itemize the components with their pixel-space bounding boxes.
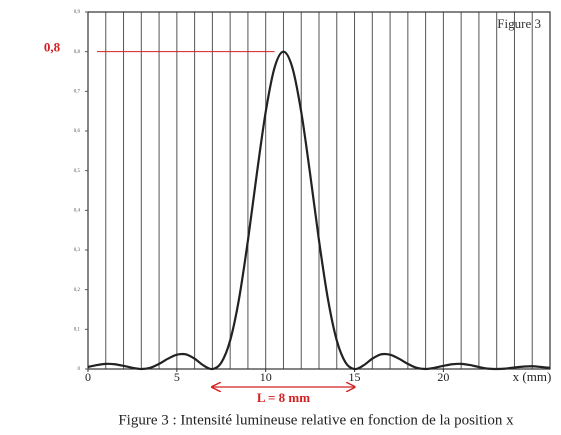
y-tick-label: 0,2	[74, 288, 81, 293]
y-tick-label: 0,5	[74, 169, 81, 174]
x-tick-label: 5	[174, 370, 180, 384]
x-tick-label: 10	[260, 370, 272, 384]
y-tick-label: 0,3	[74, 248, 81, 253]
y-tick-label: 0,4	[74, 208, 81, 213]
x-tick-label: 15	[349, 370, 361, 384]
y-tick-label: 0,1	[74, 327, 81, 332]
y-tick-label: 0,7	[74, 89, 81, 94]
caption: Figure 3 : Intensité lumineuse relative …	[118, 412, 514, 428]
annotation-label: 0,8	[44, 40, 61, 55]
y-tick-label: 0,9	[74, 10, 81, 15]
x-tick-label: 0	[85, 370, 91, 384]
x-axis-label: x (mm)	[513, 369, 552, 384]
intensity-curve	[87, 50, 551, 371]
plot-frame	[87, 11, 551, 370]
y-tick-label: 0,6	[74, 129, 81, 134]
y-tick-label: 0,8	[74, 50, 81, 55]
figure-label: Figure 3	[497, 16, 541, 31]
x-tick-label: 20	[437, 370, 449, 384]
annotation-label: L = 8 mm	[257, 390, 310, 405]
y-tick-label: 0	[78, 367, 81, 372]
